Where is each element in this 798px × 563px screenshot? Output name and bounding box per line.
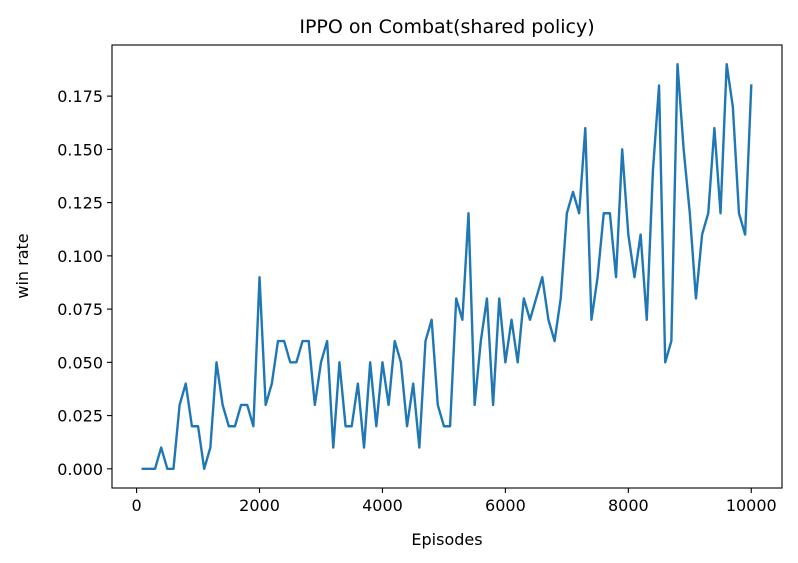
x-tick-label: 4000 (362, 496, 403, 515)
x-tick-label: 0 (131, 496, 141, 515)
y-tick-label: 0.075 (57, 300, 103, 319)
y-axis-label: win rate (13, 233, 32, 298)
y-tick-label: 0.150 (57, 140, 103, 159)
x-axis-label: Episodes (411, 530, 482, 549)
chart-title: IPPO on Combat(shared policy) (299, 16, 594, 38)
win-rate-series-line (141, 62, 753, 471)
x-tick-label: 10000 (726, 496, 777, 515)
y-tick-label: 0.125 (57, 194, 103, 213)
x-tick-label: 2000 (239, 496, 280, 515)
plot-area-frame (111, 44, 783, 489)
y-axis-ticks: 0.000 0.025 0.050 0.075 0.100 0.125 0.150 0.175 (57, 87, 112, 479)
x-tick-label: 8000 (608, 496, 649, 515)
y-tick-label: 0.100 (57, 247, 103, 266)
y-tick-label: 0.175 (57, 87, 103, 106)
x-axis-ticks: 0 2000 4000 6000 8000 10000 (131, 488, 777, 515)
y-tick-label: 0.050 (57, 353, 103, 372)
series-layer (141, 62, 753, 471)
y-tick-label: 0.025 (57, 407, 103, 426)
y-tick-label: 0.000 (57, 460, 103, 479)
x-tick-label: 6000 (485, 496, 526, 515)
